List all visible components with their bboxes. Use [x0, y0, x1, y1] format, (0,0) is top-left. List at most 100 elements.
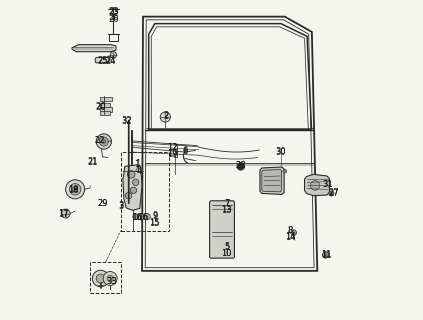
Text: 25: 25	[97, 56, 108, 65]
Text: 22: 22	[94, 136, 104, 145]
Text: 12: 12	[168, 143, 178, 152]
Circle shape	[103, 271, 117, 285]
Text: 2: 2	[164, 112, 169, 121]
Circle shape	[310, 181, 320, 190]
Circle shape	[73, 187, 78, 192]
Text: 11: 11	[321, 251, 332, 260]
Circle shape	[107, 275, 113, 282]
Text: 24: 24	[105, 56, 116, 65]
Text: 1: 1	[135, 159, 140, 168]
Circle shape	[329, 191, 334, 196]
Text: 28: 28	[236, 161, 246, 170]
Text: 7: 7	[224, 199, 230, 208]
Text: 8: 8	[288, 226, 293, 235]
Text: 16: 16	[137, 213, 148, 222]
Circle shape	[99, 137, 108, 146]
Text: 23: 23	[108, 7, 119, 16]
Text: 32: 32	[121, 116, 132, 125]
Text: 17: 17	[58, 209, 69, 218]
Text: 16: 16	[137, 213, 147, 222]
Text: 16: 16	[132, 213, 143, 222]
Text: 16: 16	[131, 213, 142, 222]
Text: 1: 1	[134, 160, 139, 169]
Polygon shape	[262, 170, 282, 192]
Text: 33: 33	[107, 277, 118, 286]
Text: 26: 26	[108, 15, 119, 24]
Circle shape	[132, 179, 139, 186]
Circle shape	[283, 169, 287, 173]
Text: 23: 23	[108, 8, 119, 17]
Text: 7: 7	[224, 199, 230, 208]
Text: 9: 9	[152, 212, 157, 221]
Circle shape	[110, 52, 117, 58]
Text: 21: 21	[88, 158, 98, 167]
Circle shape	[322, 252, 329, 258]
Text: 28: 28	[236, 161, 246, 170]
Text: 5: 5	[224, 242, 229, 251]
Text: 29: 29	[97, 199, 108, 208]
Circle shape	[127, 171, 135, 178]
Text: 3: 3	[118, 201, 124, 210]
Circle shape	[137, 213, 144, 220]
Polygon shape	[72, 45, 116, 52]
Text: 24: 24	[105, 57, 115, 66]
Text: 2: 2	[164, 111, 169, 120]
Text: 15: 15	[150, 219, 160, 228]
Circle shape	[133, 214, 139, 220]
Polygon shape	[209, 201, 234, 258]
Text: 20: 20	[95, 103, 106, 112]
Text: 6: 6	[183, 146, 188, 155]
Text: 5: 5	[224, 243, 229, 252]
Polygon shape	[123, 165, 142, 210]
Text: 19: 19	[168, 150, 178, 159]
Text: 15: 15	[150, 218, 160, 227]
Text: 22: 22	[94, 136, 104, 145]
Text: 14: 14	[285, 232, 296, 241]
Circle shape	[96, 134, 111, 149]
Text: 19: 19	[168, 149, 178, 158]
Text: 14: 14	[285, 233, 296, 242]
Circle shape	[96, 274, 105, 283]
Text: 26: 26	[108, 13, 119, 22]
Text: 32: 32	[121, 116, 132, 126]
Text: 20: 20	[95, 102, 106, 111]
Polygon shape	[305, 174, 330, 196]
Text: 30: 30	[276, 147, 286, 156]
Circle shape	[102, 140, 106, 143]
Text: 31: 31	[322, 180, 333, 189]
Text: 11: 11	[321, 251, 332, 260]
Circle shape	[237, 163, 244, 170]
Text: 21: 21	[88, 157, 98, 166]
Text: 10: 10	[222, 250, 232, 259]
FancyBboxPatch shape	[100, 111, 110, 116]
Text: 3: 3	[118, 202, 124, 211]
Circle shape	[61, 209, 70, 218]
Circle shape	[66, 180, 85, 199]
FancyBboxPatch shape	[100, 108, 112, 112]
Text: 13: 13	[222, 206, 232, 215]
Text: 4: 4	[135, 166, 140, 175]
Polygon shape	[95, 57, 109, 63]
FancyBboxPatch shape	[100, 103, 110, 107]
Text: 10: 10	[222, 249, 232, 258]
Circle shape	[144, 213, 150, 220]
Text: 30: 30	[276, 148, 286, 156]
Text: 18: 18	[69, 186, 79, 195]
Circle shape	[291, 230, 297, 236]
Text: 8: 8	[288, 226, 293, 235]
Text: 13: 13	[222, 205, 232, 214]
Polygon shape	[260, 167, 284, 195]
Text: 33: 33	[107, 277, 118, 286]
Circle shape	[126, 193, 132, 199]
Circle shape	[160, 112, 170, 122]
Text: 29: 29	[97, 199, 108, 208]
Text: 17: 17	[58, 210, 69, 219]
Text: 31: 31	[322, 180, 333, 189]
Circle shape	[92, 270, 109, 287]
Text: 27: 27	[328, 188, 338, 197]
Text: 12: 12	[168, 143, 178, 152]
Text: 25: 25	[97, 57, 108, 66]
Text: 27: 27	[328, 189, 338, 198]
Text: 6: 6	[183, 147, 188, 156]
Text: 18: 18	[69, 185, 79, 194]
